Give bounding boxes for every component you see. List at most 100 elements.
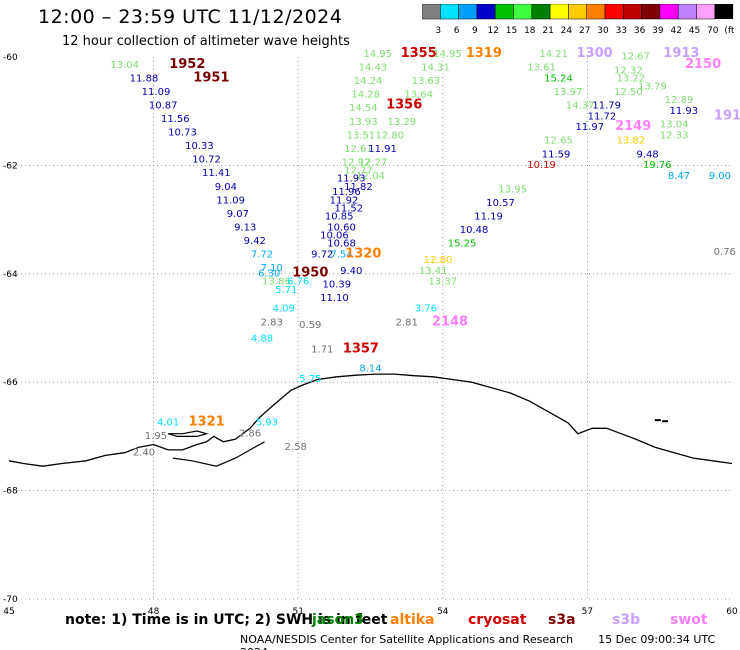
wave-height-value: 10.39 — [322, 279, 351, 290]
wave-height-value: 4.09 — [273, 304, 295, 315]
wave-height-value: 10.19 — [527, 160, 556, 171]
wave-height-value: 2.81 — [396, 317, 418, 328]
map-subtitle: 12 hour collection of altimeter wave hei… — [62, 34, 350, 49]
wave-height-value: 13.22 — [616, 73, 645, 84]
wave-height-value: 12.89 — [665, 95, 694, 106]
y-tick-label: -68 — [3, 487, 18, 497]
wave-height-value: 11.79 — [592, 101, 621, 112]
colorbar-label: 3 — [435, 26, 441, 36]
wave-height-value: 10.85 — [325, 212, 354, 223]
y-tick-label: -70 — [3, 595, 18, 605]
satellite-legend-item: swot — [670, 612, 708, 628]
wave-height-value: 1.71 — [311, 344, 333, 355]
wave-height-value: 13.97 — [554, 87, 583, 98]
wave-height-value: 0.59 — [299, 320, 321, 331]
wave-height-value: 9.48 — [636, 149, 658, 160]
colorbar-label: 6 — [454, 26, 460, 36]
antarctica-coastline — [8, 373, 733, 467]
wave-height-value: 9.00 — [709, 171, 731, 182]
wave-height-value: 12.61 — [344, 144, 373, 155]
wave-height-value: 12.80 — [424, 255, 453, 266]
wave-height-value: 4.88 — [251, 334, 273, 345]
x-tick-label: 45 — [3, 607, 14, 617]
colorbar-label: 18 — [524, 26, 536, 36]
wave-height-value: 11.72 — [588, 111, 617, 122]
wave-height-value: 11.93 — [337, 174, 366, 185]
map-frame — [9, 57, 732, 600]
wave-height-value: 2.83 — [261, 317, 283, 328]
wave-height-value: 5.93 — [256, 418, 278, 429]
wave-height-value: 12.65 — [544, 136, 573, 147]
wave-height-value: 12.27 — [359, 157, 388, 168]
pass-time-label: 1300 — [577, 46, 613, 61]
colorbar-label: 36 — [634, 26, 646, 36]
pass-time-label: 1357 — [343, 341, 379, 356]
wave-height-value: 13.86 — [262, 277, 291, 288]
colorbar-label: 12 — [487, 26, 498, 36]
wave-height-value: 14.95 — [433, 49, 462, 60]
wave-height-value: 11.09 — [142, 87, 171, 98]
wave-height-value: 14.43 — [359, 63, 388, 74]
wave-height-value: 19.76 — [643, 160, 672, 171]
wave-height-value: 10.87 — [149, 101, 178, 112]
wave-height-value: 1.95 — [145, 431, 167, 442]
x-tick-label: 60 — [726, 607, 738, 617]
wave-height-value: 13.79 — [638, 82, 667, 93]
pass-time-label: 2149 — [615, 119, 651, 134]
wave-height-value: 14.37 — [566, 101, 595, 112]
colorbar-label: 45 — [689, 26, 700, 36]
coastline-inlet — [172, 441, 265, 467]
pass-time-label: 1952 — [169, 57, 205, 72]
wave-height-value: 7.10 — [261, 263, 283, 274]
wave-height-value: 11.19 — [474, 212, 503, 223]
wave-height-value: 8.47 — [668, 171, 690, 182]
colorbar-label: 42 — [670, 26, 681, 36]
wave-height-value: 11.88 — [130, 73, 159, 84]
wave-height-value: 11.82 — [344, 182, 373, 193]
wave-height-value: 12.67 — [621, 52, 650, 63]
wave-height-value: 9.07 — [227, 209, 249, 220]
wave-height-value: 14.21 — [539, 49, 568, 60]
y-tick-label: -62 — [3, 161, 18, 171]
wave-height-value: 4.01 — [157, 418, 179, 429]
credit-text: NOAA/NESDIS Center for Satellite Applica… — [240, 633, 574, 646]
pass-time-label: 1319 — [466, 46, 502, 61]
wave-height-value: 13.04 — [660, 120, 689, 131]
footer-note: note: 1) Time is in UTC; 2) SWH is in fe… — [65, 612, 388, 628]
coastline-inlet — [167, 430, 209, 437]
credit-timestamp: 15 Dec 09:00:34 UTC 2024 — [240, 633, 716, 650]
wave-height-value: 7.54 — [330, 250, 352, 261]
wave-height-value: 13.41 — [419, 266, 448, 277]
wave-height-labels: 13.04 1952 11.88 1951 11.09 10.87 11.56 10.73 10… — [110, 46, 740, 458]
wave-height-value: 14.24 — [354, 76, 383, 87]
wave-height-value: 11.52 — [334, 204, 363, 215]
wave-height-value: 6.30 — [258, 269, 280, 280]
wave-height-value: 5.75 — [299, 374, 321, 385]
colorbar-label: 9 — [472, 26, 478, 36]
wave-height-value: 10.06 — [320, 231, 349, 242]
wave-height-value: 13.37 — [428, 277, 457, 288]
wave-height-value: 14.28 — [351, 90, 380, 101]
satellite-legend-item: jason3 — [312, 612, 364, 628]
pass-time-label: 1321 — [189, 415, 225, 430]
wave-height-value: 10.73 — [168, 128, 197, 139]
wave-height-value: 12.32 — [614, 65, 643, 76]
wave-height-value: 11.10 — [320, 293, 349, 304]
wave-height-value: 13.93 — [349, 117, 378, 128]
wave-height-value: 11.56 — [161, 114, 190, 125]
pass-time-label: 1320 — [345, 247, 381, 262]
wave-height-value: 12.80 — [375, 130, 404, 141]
colorbar-label: 15 — [506, 26, 517, 36]
wave-height-value: 9.40 — [340, 266, 362, 277]
pass-time-label: 2150 — [685, 57, 721, 72]
wave-height-value: 11.41 — [202, 168, 231, 179]
wave-height-value: 11.09 — [216, 195, 245, 206]
wave-height-value: 11.97 — [575, 122, 604, 133]
wave-height-value: 13.51 — [347, 130, 376, 141]
wave-height-value: 13.04 — [110, 60, 139, 71]
y-tick-label: -60 — [3, 53, 18, 63]
pass-time-label: 1951 — [193, 70, 229, 85]
wave-height-value: 12.77 — [344, 166, 373, 177]
